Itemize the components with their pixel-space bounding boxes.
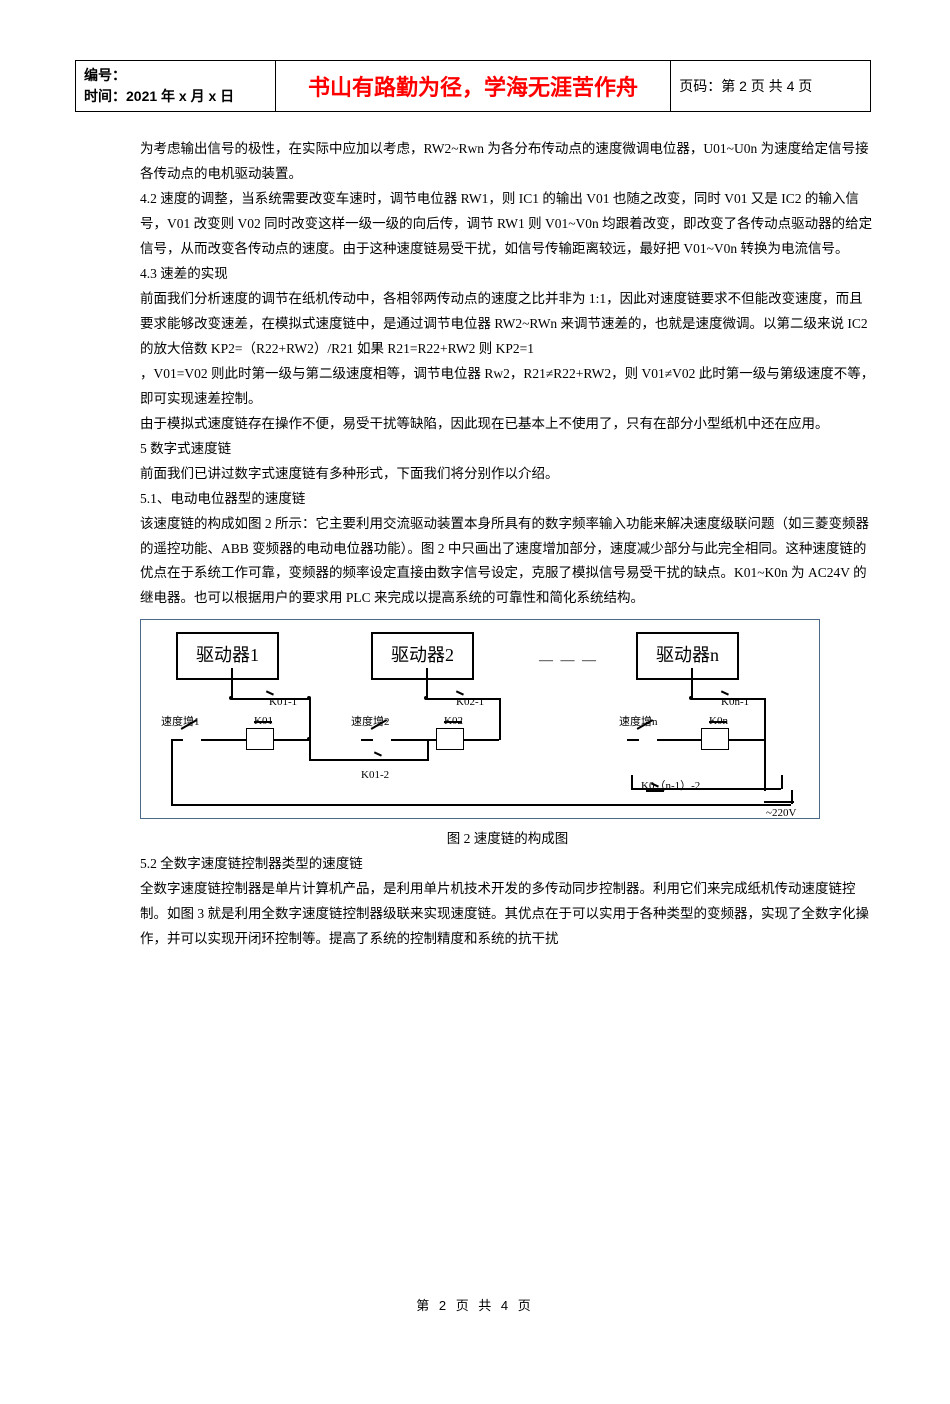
line	[499, 698, 501, 740]
line	[729, 739, 764, 741]
paragraph-4: 前面我们分析速度的调节在纸机传动中，各相邻两传动点的速度之比并非为 1:1，因此…	[140, 287, 875, 362]
doc-date: 时间：2021 年 x 月 x 日	[84, 86, 267, 107]
page-footer: 第 2 页 共 4 页	[0, 1295, 950, 1314]
contact	[451, 694, 469, 704]
line	[309, 759, 369, 761]
line	[691, 668, 693, 698]
paragraph-7: 5 数字式速度链	[140, 437, 875, 462]
line	[171, 739, 173, 804]
contact-k01-2	[369, 755, 387, 765]
driver-2-box: 驱动器2	[371, 632, 474, 679]
main-content: 为考虑输出信号的极性，在实际中应加以考虑，RW2~Rwn 为各分布传动点的速度微…	[140, 137, 875, 952]
line	[691, 698, 716, 700]
switch-n	[627, 725, 661, 743]
relay-box-1	[246, 728, 274, 750]
line	[426, 668, 428, 698]
doc-number: 编号：	[84, 65, 267, 86]
line	[309, 698, 311, 740]
header-left-cell: 编号： 时间：2021 年 x 月 x 日	[76, 61, 276, 112]
k01-2-label: K01-2	[361, 765, 389, 785]
line	[764, 698, 766, 740]
dash-separator: — — —	[539, 648, 598, 674]
paragraph-12: 全数字速度链控制器是单片计算机产品，是利用单片机技术开发的多传动同步控制器。利用…	[140, 877, 875, 952]
line	[231, 668, 233, 698]
header-right-cell: 页码：第 2 页 共 4 页	[671, 61, 871, 112]
paragraph-5: ，V01=V02 则此时第一级与第二级速度相等，调节电位器 Rw2，R21≠R2…	[140, 362, 875, 412]
figure-2-caption: 图 2 速度链的构成图	[140, 827, 875, 852]
header-table: 编号： 时间：2021 年 x 月 x 日 书山有路勤为径，学海无涯苦作舟 页码…	[75, 60, 871, 112]
line	[279, 698, 309, 700]
switch-2	[361, 725, 395, 743]
line	[631, 775, 633, 789]
paragraph-11: 5.2 全数字速度链控制器类型的速度链	[140, 852, 875, 877]
line	[709, 721, 727, 723]
line	[201, 739, 246, 741]
line	[444, 721, 462, 723]
line	[391, 739, 436, 741]
header-center-cell: 书山有路勤为径，学海无涯苦作舟	[275, 61, 670, 112]
line	[274, 739, 309, 741]
paragraph-6: 由于模拟式速度链存在操作不便，易受干扰等缺陷，因此现在已基本上不使用了，只有在部…	[140, 412, 875, 437]
line	[171, 804, 791, 806]
paragraph-1: 为考虑输出信号的极性，在实际中应加以考虑，RW2~Rwn 为各分布传动点的速度微…	[140, 137, 875, 187]
line	[469, 698, 499, 700]
relay-box-2	[436, 728, 464, 750]
contact	[716, 694, 734, 704]
line	[231, 698, 261, 700]
paragraph-8: 前面我们已讲过数字式速度链有多种形式，下面我们将分别作以介绍。	[140, 462, 875, 487]
page-code: 页码：第 2 页 共 4 页	[679, 78, 812, 94]
driver-n-box: 驱动器n	[636, 632, 739, 679]
line	[734, 698, 764, 700]
line	[427, 739, 429, 761]
v220-label: ~220V	[766, 803, 796, 823]
switch-1	[171, 725, 205, 743]
line	[657, 739, 702, 741]
relay-box-n	[701, 728, 729, 750]
line	[464, 739, 499, 741]
line	[309, 739, 311, 759]
header-title: 书山有路勤为径，学海无涯苦作舟	[308, 75, 638, 100]
line	[764, 801, 794, 803]
contact	[261, 694, 279, 704]
line	[781, 775, 783, 789]
paragraph-2: 4.2 速度的调整，当系统需要改变车速时，调节电位器 RW1，则 IC1 的输出…	[140, 187, 875, 262]
line	[764, 739, 766, 791]
driver-1-box: 驱动器1	[176, 632, 279, 679]
line	[426, 698, 451, 700]
line	[387, 759, 427, 761]
diagram-figure-2: 驱动器1 驱动器2 — — — 驱动器n K01-1 K02-1 K0n-1 速…	[140, 619, 820, 819]
paragraph-10: 该速度链的构成如图 2 所示：它主要利用交流驱动装置本身所具有的数字频率输入功能…	[140, 512, 875, 612]
line	[254, 721, 272, 723]
contact	[646, 786, 664, 796]
paragraph-3: 4.3 速差的实现	[140, 262, 875, 287]
paragraph-9: 5.1、电动电位器型的速度链	[140, 487, 875, 512]
